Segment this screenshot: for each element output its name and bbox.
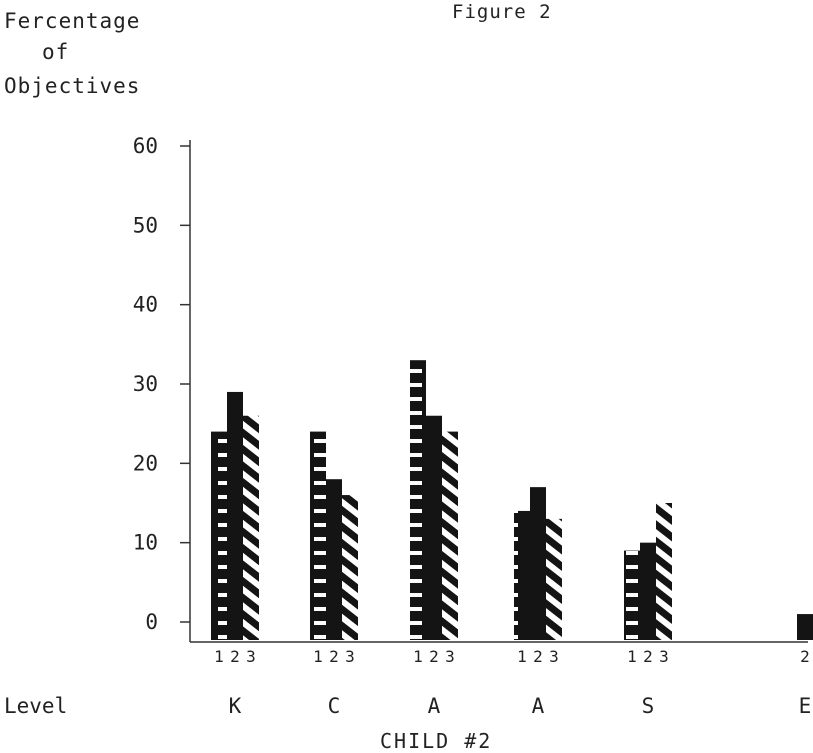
category-label: A bbox=[532, 694, 545, 718]
bar-c-series-2 bbox=[326, 479, 342, 640]
bar-a-series-3 bbox=[442, 431, 458, 640]
bar-k-series-3 bbox=[243, 415, 259, 640]
bar-sub-label: 3 bbox=[345, 647, 355, 666]
bar-e-series-2 bbox=[797, 614, 813, 640]
y-axis-label-line-3: Objectives bbox=[4, 74, 140, 98]
bar-a-series-2 bbox=[426, 415, 442, 640]
y-tick-label: 20 bbox=[133, 451, 158, 475]
category-label: E bbox=[799, 694, 812, 718]
category-label: A bbox=[428, 694, 441, 718]
y-tick-label: 60 bbox=[133, 134, 158, 158]
bar-c-series-3 bbox=[342, 495, 358, 640]
bar-sub-label: 2 bbox=[643, 647, 653, 666]
bar-sub-label: 1 bbox=[413, 647, 423, 666]
bar-sub-label: 2 bbox=[429, 647, 439, 666]
y-tick-label: 10 bbox=[133, 531, 158, 555]
bar-a-series-1 bbox=[514, 510, 530, 640]
bar-sub-label: 3 bbox=[246, 647, 256, 666]
bar-sub-label: 3 bbox=[659, 647, 669, 666]
bar-sub-label: 1 bbox=[214, 647, 224, 666]
chart-bars bbox=[211, 360, 813, 640]
bar-sub-label: 1 bbox=[627, 647, 637, 666]
x-axis-label: CHILD #2 bbox=[380, 729, 492, 753]
bar-a-series-3 bbox=[546, 518, 562, 640]
bar-sub-label: 2 bbox=[800, 647, 810, 666]
y-tick-label: 30 bbox=[133, 372, 158, 396]
bar-s-series-3 bbox=[656, 503, 672, 640]
bar-s-series-2 bbox=[640, 542, 656, 640]
y-axis-label-line-2: of bbox=[42, 40, 69, 64]
bar-sub-label: 2 bbox=[329, 647, 339, 666]
level-row-label: Level bbox=[4, 694, 67, 718]
bar-sub-label: 2 bbox=[533, 647, 543, 666]
bar-k-series-2 bbox=[227, 391, 243, 640]
y-tick-label: 40 bbox=[133, 293, 158, 317]
chart-axes bbox=[189, 140, 808, 643]
bar-a-series-2 bbox=[530, 487, 546, 640]
bar-sub-label: 3 bbox=[445, 647, 455, 666]
category-label: K bbox=[229, 694, 242, 718]
bar-sub-label: 3 bbox=[549, 647, 559, 666]
bar-a-series-1 bbox=[410, 360, 426, 640]
y-tick-labels: 0 10 20 30 40 50 60 bbox=[133, 134, 190, 634]
bar-sub-labels: 12312312312312323 bbox=[214, 647, 810, 666]
bar-sub-label: 1 bbox=[313, 647, 323, 666]
bar-c-series-1 bbox=[310, 431, 326, 640]
y-tick-label: 50 bbox=[133, 213, 158, 237]
category-label: C bbox=[328, 694, 341, 718]
bar-sub-label: 1 bbox=[517, 647, 527, 666]
y-axis-label-line-1: Fercentage bbox=[4, 9, 140, 33]
bar-s-series-1 bbox=[624, 550, 640, 640]
y-tick-label: 0 bbox=[145, 610, 158, 634]
bar-k-series-1 bbox=[211, 431, 227, 640]
bar-sub-label: 2 bbox=[230, 647, 240, 666]
category-label: S bbox=[642, 694, 655, 718]
figure-label: Figure 2 bbox=[452, 1, 552, 23]
